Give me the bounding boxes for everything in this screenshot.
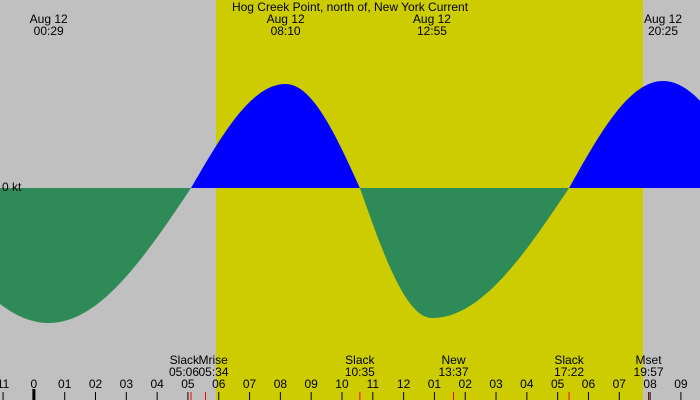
event-time: 13:37 — [439, 365, 469, 379]
extreme-time: 08:10 — [271, 24, 301, 38]
flood-area — [569, 81, 700, 188]
x-tick-label: 01 — [428, 377, 442, 391]
event-time: 17:22 — [554, 365, 584, 379]
x-tick-label: 12 — [397, 377, 411, 391]
x-tick-label: 02 — [89, 377, 103, 391]
x-tick-label: 04 — [520, 377, 534, 391]
event-label: Slack — [345, 353, 375, 367]
extreme-date: Aug 12 — [30, 12, 68, 26]
x-tick-label: 01 — [58, 377, 72, 391]
x-tick-label: 07 — [613, 377, 627, 391]
event-label: Slack — [170, 353, 200, 367]
event-time: 19:57 — [634, 365, 664, 379]
x-tick-label: 03 — [120, 377, 134, 391]
zero-label: 0 kt — [2, 180, 22, 194]
x-tick-label: 11 — [0, 377, 10, 391]
x-tick-label: 02 — [459, 377, 473, 391]
x-tick-label: 06 — [582, 377, 596, 391]
event-label: New — [442, 353, 466, 367]
flood-area — [191, 84, 360, 188]
current-areas — [0, 81, 700, 323]
x-tick-label: 0 — [31, 377, 38, 391]
event-label: Slack — [554, 353, 584, 367]
x-tick-label: 09 — [674, 377, 688, 391]
x-tick-label: 04 — [150, 377, 164, 391]
extreme-time: 12:55 — [417, 24, 447, 38]
extreme-date: Aug 12 — [267, 12, 305, 26]
event-label: Mset — [636, 353, 663, 367]
x-tick-label: 06 — [212, 377, 226, 391]
x-tick-label: 09 — [304, 377, 318, 391]
extreme-time: 20:25 — [648, 24, 678, 38]
ebb-area — [0, 188, 192, 323]
event-time: 10:35 — [345, 365, 375, 379]
extreme-date: Aug 12 — [644, 12, 682, 26]
x-tick-label: 10 — [335, 377, 349, 391]
extreme-date: Aug 12 — [413, 12, 451, 26]
x-tick-label: 07 — [243, 377, 257, 391]
event-time: 05:34 — [199, 365, 229, 379]
event-time: 05:06 — [169, 365, 199, 379]
x-tick-label: 08 — [274, 377, 288, 391]
x-tick-label: 11 — [367, 377, 380, 391]
x-tick-label: 03 — [489, 377, 503, 391]
x-tick-label: 08 — [643, 377, 657, 391]
extreme-time: 00:29 — [34, 24, 64, 38]
x-tick-label: 05 — [181, 377, 195, 391]
ebb-area — [359, 188, 570, 318]
x-tick-label: 05 — [551, 377, 565, 391]
event-label: Mrise — [199, 353, 229, 367]
chart-title: Hog Creek Point, north of, New York Curr… — [232, 0, 469, 14]
